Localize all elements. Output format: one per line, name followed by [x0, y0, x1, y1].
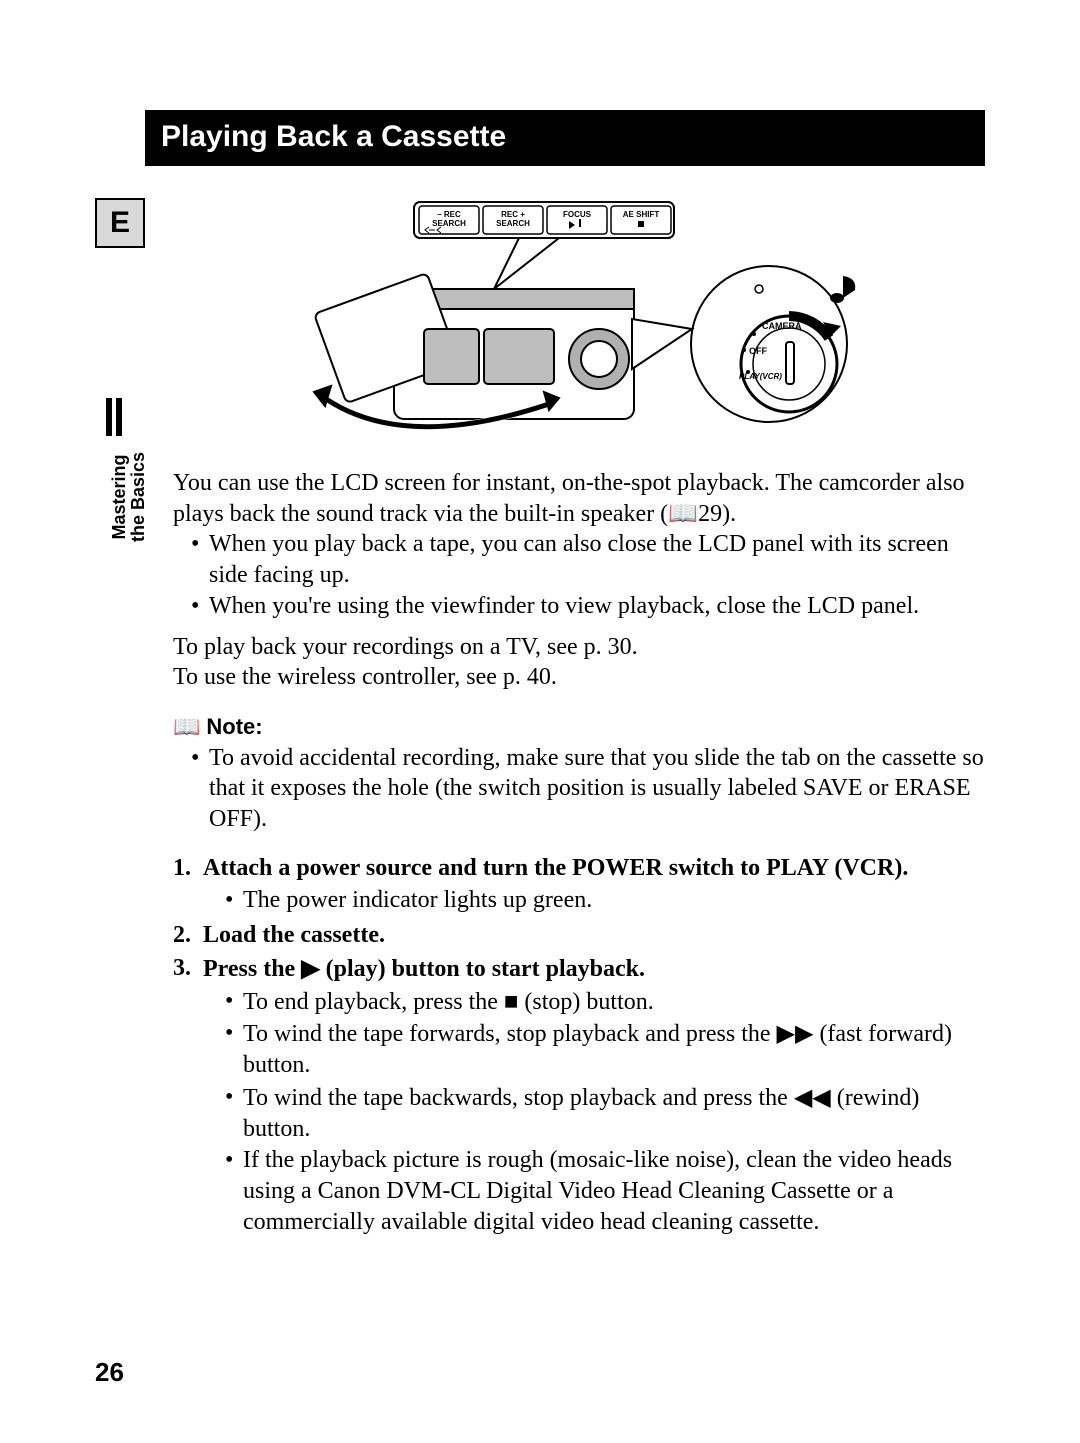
page-number: 26: [95, 1357, 124, 1388]
intro-bullet: When you play back a tape, you can also …: [191, 529, 985, 590]
rewind-icon: ◀◀: [794, 1084, 831, 1111]
svg-text:REC +: REC +: [501, 210, 525, 219]
intro-text-end: ).: [722, 501, 736, 527]
step-sub: To end playback, press the ■ (stop) butt…: [225, 986, 985, 1239]
left-column: E: [95, 194, 145, 1243]
svg-text:SEARCH: SEARCH: [432, 219, 466, 228]
step-sub-item: If the playback picture is rough (mosaic…: [225, 1145, 985, 1239]
sub-text: (stop) button.: [518, 989, 653, 1015]
camcorder-illustration: – RECSEARCH REC +SEARCH FOCUS AE SHIFT: [259, 194, 899, 444]
step-sub-item: To wind the tape backwards, stop playbac…: [225, 1082, 985, 1145]
document-page: Playing Back a Cassette E – RECSEARCH: [0, 0, 1080, 1443]
step-number: 2.: [173, 920, 191, 952]
step-sub: The power indicator lights up green.: [225, 885, 985, 916]
step-3: 3. Press the ▶ (play) button to start pl…: [173, 953, 985, 1238]
stop-icon: ■: [504, 988, 519, 1015]
sub-text: To wind the tape backwards, stop playbac…: [243, 1085, 794, 1111]
svg-text:PLAY(VCR): PLAY(VCR): [739, 372, 782, 381]
page-ref-icon: 📖29: [668, 501, 722, 527]
step3-post: (play) button to start playback.: [320, 956, 645, 982]
fast-forward-icon: ▶▶: [777, 1020, 814, 1047]
step3-pre: Press the: [203, 956, 301, 982]
step-number: 1.: [173, 853, 191, 885]
note-icon: 📖: [173, 713, 200, 741]
svg-text:CAMERA: CAMERA: [762, 321, 802, 331]
intro-bullets: When you play back a tape, you can also …: [191, 529, 985, 621]
illustration-wrap: – RECSEARCH REC +SEARCH FOCUS AE SHIFT: [173, 194, 985, 444]
section-tab-label: Mastering the Basics: [110, 412, 148, 582]
step-title: Press the ▶ (play) button to start playb…: [203, 956, 645, 982]
step-sub-item: The power indicator lights up green.: [225, 885, 985, 916]
svg-text:AE SHIFT: AE SHIFT: [623, 210, 660, 219]
step-number: 3.: [173, 953, 191, 985]
content-row: E – RECSEARCH REC +SEARCH: [95, 194, 985, 1243]
step-1: 1. Attach a power source and turn the PO…: [173, 853, 985, 916]
intro-bullet: When you're using the viewfinder to view…: [191, 591, 985, 622]
note-item: To avoid accidental recording, make sure…: [191, 743, 985, 835]
step-title: Load the cassette.: [203, 922, 385, 948]
note-heading: 📖 Note:: [173, 713, 263, 741]
steps-list: 1. Attach a power source and turn the PO…: [173, 853, 985, 1239]
section-tab: Mastering the Basics: [110, 412, 148, 582]
step-2: 2. Load the cassette.: [173, 920, 985, 952]
language-badge: E: [95, 198, 145, 248]
step-sub-item: To wind the tape forwards, stop playback…: [225, 1018, 985, 1081]
sub-text: To wind the tape forwards, stop playback…: [243, 1021, 777, 1047]
tab-bars-icon: [106, 398, 122, 436]
intro-text: You can use the LCD screen for instant, …: [173, 470, 965, 527]
step-sub-item: To end playback, press the ■ (stop) butt…: [225, 986, 985, 1018]
intro-wireless-ref: To use the wireless controller, see p. 4…: [173, 662, 985, 693]
content-column: – RECSEARCH REC +SEARCH FOCUS AE SHIFT: [173, 194, 985, 1243]
sub-text: If the playback picture is rough (mosaic…: [243, 1147, 952, 1235]
note-label: Note:: [206, 713, 262, 741]
intro-tv-ref: To play back your recordings on a TV, se…: [173, 632, 985, 663]
intro-paragraph: You can use the LCD screen for instant, …: [173, 468, 985, 1239]
sub-text: To end playback, press the: [243, 989, 504, 1015]
svg-text:SEARCH: SEARCH: [496, 219, 530, 228]
step-title: Attach a power source and turn the POWER…: [203, 855, 908, 881]
play-icon: ▶: [301, 955, 319, 982]
note-list: To avoid accidental recording, make sure…: [191, 743, 985, 835]
page-title: Playing Back a Cassette: [145, 110, 985, 166]
svg-text:OFF: OFF: [749, 346, 767, 356]
svg-text:– REC: – REC: [437, 210, 461, 219]
svg-text:FOCUS: FOCUS: [563, 210, 592, 219]
